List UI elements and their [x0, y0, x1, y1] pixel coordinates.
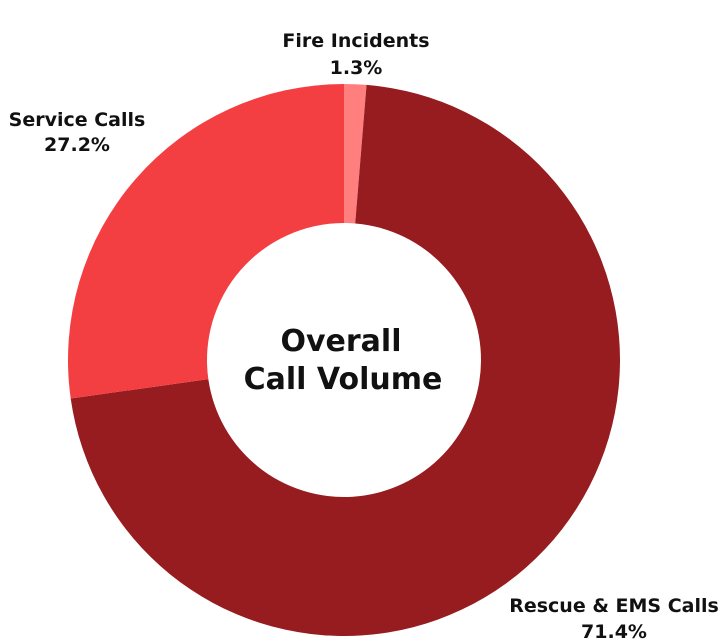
slice-label: Fire Incidents: [282, 30, 429, 52]
slice-service-calls: [67, 84, 344, 399]
slice-label: Service Calls: [9, 109, 146, 131]
center-title-line-2: Call Volume: [244, 362, 443, 397]
slice-rescue-ems-calls: [70, 84, 621, 636]
slice-value-label: 1.3%: [330, 57, 383, 79]
slices-group: [67, 84, 621, 636]
labels-group: Fire Incidents 1.3% Rescue & EMS Calls 71.4…: [9, 30, 719, 640]
slice-value-label: 71.4%: [581, 621, 647, 640]
slice-fire-incidents: [344, 84, 367, 224]
center-title-line-1: Overall: [280, 324, 401, 359]
slice-label: Rescue & EMS Calls: [509, 595, 719, 617]
slice-value-label: 27.2%: [44, 134, 110, 156]
